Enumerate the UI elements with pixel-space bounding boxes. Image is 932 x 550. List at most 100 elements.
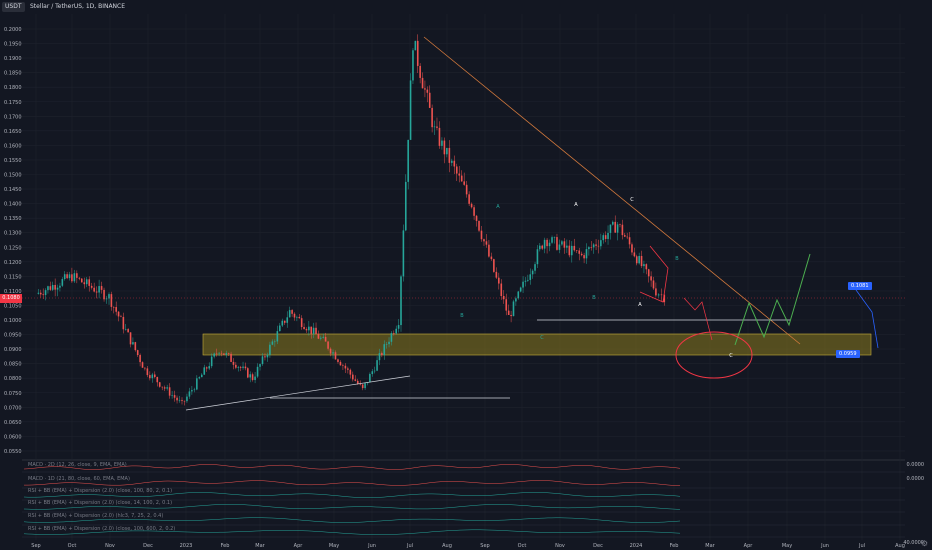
projection-green xyxy=(734,253,811,346)
candle-body xyxy=(315,327,317,335)
candle-body xyxy=(485,241,488,245)
candle-body xyxy=(168,387,171,396)
candle-body xyxy=(595,244,597,246)
candle-body xyxy=(293,313,296,318)
candle-body xyxy=(322,336,325,338)
candle-body xyxy=(631,244,633,253)
candle-body xyxy=(609,224,612,233)
candle-body xyxy=(468,194,470,204)
candle-body xyxy=(495,271,498,278)
wave-label: B xyxy=(460,313,464,319)
candle-body xyxy=(465,184,468,195)
indicator-label[interactable]: RSI + BB (EMA) + Dispersion (2.0) (close… xyxy=(28,488,173,494)
candle-body xyxy=(455,166,458,174)
candle-body xyxy=(493,259,495,272)
candle-body xyxy=(327,341,329,349)
wave-label: C xyxy=(729,353,733,359)
candle-body xyxy=(524,280,527,282)
time-tick-label: Feb xyxy=(670,543,679,549)
candle-body xyxy=(390,333,393,342)
candle-body xyxy=(61,279,64,286)
candle-body xyxy=(317,334,320,339)
candle-body xyxy=(419,65,421,78)
candle-body xyxy=(647,269,650,277)
time-tick-label: Jul xyxy=(406,543,413,549)
candle-body xyxy=(433,126,436,128)
candle-body xyxy=(645,264,648,270)
price-tick-label: 0.0900 xyxy=(4,347,22,353)
indicator-line xyxy=(23,517,681,523)
price-tick-label: 0.2000 xyxy=(4,27,22,33)
candle-body xyxy=(85,279,88,285)
candle-body xyxy=(178,399,181,401)
support-zone xyxy=(202,333,872,356)
candle-body xyxy=(271,341,274,345)
descending-trendline xyxy=(423,36,801,345)
candle-body xyxy=(37,292,40,294)
candle-body xyxy=(424,88,426,90)
candle-body xyxy=(388,341,390,345)
candle-body xyxy=(621,224,624,236)
candle-body xyxy=(607,232,609,239)
candle-body xyxy=(259,364,261,367)
candle-body xyxy=(553,237,556,238)
candle-body xyxy=(291,310,293,314)
candle-body xyxy=(441,140,443,146)
indicator-line xyxy=(24,480,681,486)
indicator-label[interactable]: MACD · 1D (21, 80, close, 60, EMA, EMA) xyxy=(28,476,130,482)
candle-body xyxy=(529,274,532,280)
candle-body xyxy=(188,391,191,397)
candle-body xyxy=(490,256,493,260)
candle-body xyxy=(49,286,52,290)
price-tick-label: 0.0750 xyxy=(4,391,22,397)
candle-body xyxy=(98,286,100,293)
candle-body xyxy=(171,395,173,396)
settings-gear-icon[interactable]: ⚙ xyxy=(920,539,928,548)
candle-body xyxy=(108,294,110,299)
wave-label: C xyxy=(540,335,544,341)
candle-body xyxy=(266,354,269,358)
candle-body xyxy=(200,374,203,378)
candle-body xyxy=(244,366,247,369)
price-tick-label: 0.1650 xyxy=(4,129,22,135)
candle-body xyxy=(566,245,568,248)
candle-body xyxy=(436,126,438,128)
candle-body xyxy=(428,92,431,108)
candle-body xyxy=(100,286,103,290)
candle-body xyxy=(146,368,149,376)
indicator-label[interactable]: MACD · 2D (12, 26, close, 9, EMA, EMA) xyxy=(28,462,127,468)
candle-body xyxy=(404,181,407,231)
candle-body xyxy=(640,255,643,267)
price-axis: 0.2000 0.1950 0.1900 0.1850 0.1800 0.1750 0.17… xyxy=(4,27,22,455)
candle-body xyxy=(54,284,56,290)
candle-body xyxy=(88,279,91,286)
indicator-label[interactable]: RSI + BB (EMA) + Dispersion (2.0) (close… xyxy=(28,526,176,532)
indicator-label[interactable]: RSI + BB (EMA) + Dispersion (2.0) (hlc3,… xyxy=(28,513,164,519)
candle-body xyxy=(488,244,490,257)
candle-body xyxy=(602,235,605,241)
price-tick-label: 0.1550 xyxy=(4,158,22,164)
candle-body xyxy=(578,250,581,254)
candle-body xyxy=(261,356,264,365)
candle-body xyxy=(324,336,327,342)
candle-body xyxy=(426,89,429,93)
candle-body xyxy=(232,361,235,365)
candle-body xyxy=(558,244,561,250)
candle-body xyxy=(534,264,536,271)
candle-body xyxy=(612,221,614,225)
candle-body xyxy=(583,255,585,259)
candle-body xyxy=(276,331,279,342)
price-tick-label: 0.1150 xyxy=(4,274,22,280)
candle-body xyxy=(361,384,364,389)
indicator-label[interactable]: RSI + BB (EMA) + Dispersion (2.0) (close… xyxy=(28,500,173,506)
candle-body xyxy=(198,377,201,379)
target-box-lower: 0.0959 xyxy=(836,350,860,358)
pair-title: Stellar / TetherUS, 1D, BINANCE xyxy=(30,3,126,10)
candle-body xyxy=(235,364,237,368)
wave-label: B xyxy=(675,256,679,262)
price-tick-label: 0.1350 xyxy=(4,216,22,222)
symbol-badge[interactable]: USDT xyxy=(2,2,25,12)
candle-body xyxy=(80,278,83,283)
time-tick-label: 2023 xyxy=(180,543,193,549)
